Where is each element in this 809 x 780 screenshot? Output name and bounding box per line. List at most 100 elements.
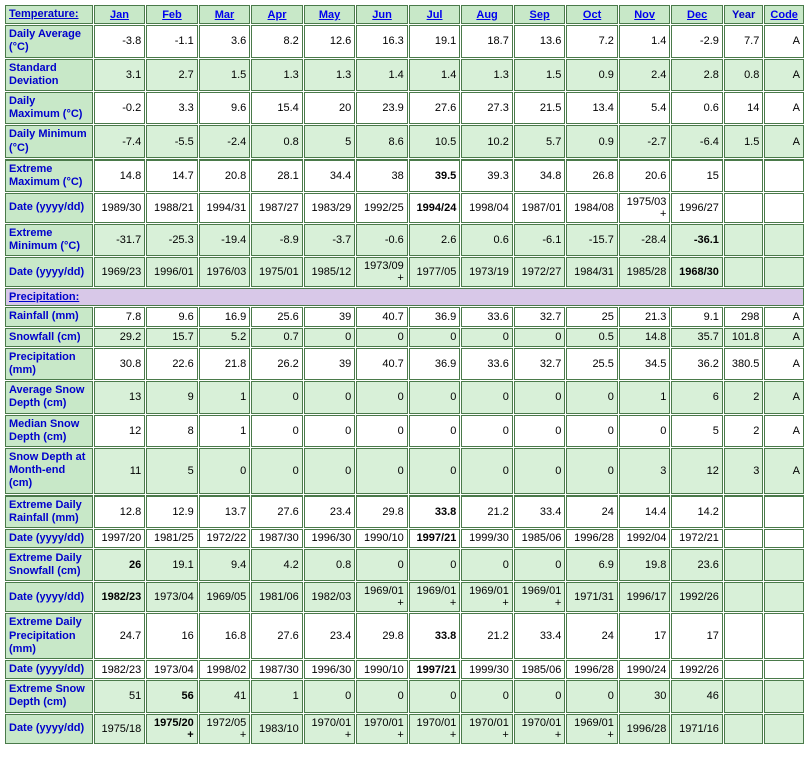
data-cell: 1969/01+ <box>566 714 618 744</box>
data-cell: 1.4 <box>356 59 408 91</box>
data-cell: 1997/20 <box>94 529 146 548</box>
data-cell: 2.8 <box>671 59 723 91</box>
data-cell: 26.8 <box>566 159 618 192</box>
data-cell: 1973/09+ <box>356 257 408 287</box>
header-month[interactable]: Dec <box>671 5 723 24</box>
data-cell: 1999/30 <box>461 660 513 679</box>
header-month[interactable]: Feb <box>146 5 198 24</box>
header-month[interactable]: Nov <box>619 5 671 24</box>
data-cell: 46 <box>671 680 723 712</box>
header-code[interactable]: Code <box>764 5 804 24</box>
data-cell: 1.3 <box>251 59 303 91</box>
header-month[interactable]: May <box>304 5 356 24</box>
header-month[interactable]: Aug <box>461 5 513 24</box>
data-cell: 34.8 <box>514 159 566 192</box>
data-cell: 20.8 <box>199 159 251 192</box>
header-month[interactable]: Mar <box>199 5 251 24</box>
row-label: Extreme Daily Precipitation (mm) <box>5 613 93 659</box>
code-cell: A <box>764 381 804 413</box>
data-cell: 36.9 <box>409 307 461 326</box>
data-cell: 0 <box>304 415 356 447</box>
data-cell: 30 <box>619 680 671 712</box>
data-cell: 33.4 <box>514 495 566 528</box>
data-cell: 27.6 <box>251 495 303 528</box>
data-cell: 12 <box>671 448 723 494</box>
data-cell: 9.6 <box>199 92 251 124</box>
data-cell: 6 <box>671 381 723 413</box>
data-cell: 38 <box>356 159 408 192</box>
row-label: Average Snow Depth (cm) <box>5 381 93 413</box>
data-cell: 0 <box>461 680 513 712</box>
data-cell: 0 <box>356 415 408 447</box>
data-cell: 1996/30 <box>304 529 356 548</box>
data-cell: 23.6 <box>671 549 723 581</box>
code-cell: A <box>764 92 804 124</box>
row-label: Precipitation (mm) <box>5 348 93 380</box>
year-cell <box>724 257 763 287</box>
header-month[interactable]: Apr <box>251 5 303 24</box>
year-cell: 101.8 <box>724 328 763 347</box>
data-cell: 1 <box>199 415 251 447</box>
data-cell: 39.3 <box>461 159 513 192</box>
data-cell: 1983/29 <box>304 193 356 223</box>
data-cell: 1987/30 <box>251 529 303 548</box>
data-cell: -2.4 <box>199 125 251 157</box>
data-cell: 0 <box>566 381 618 413</box>
data-cell: 17 <box>671 613 723 659</box>
data-cell: 1987/27 <box>251 193 303 223</box>
data-cell: 9.1 <box>671 307 723 326</box>
data-cell: 1.4 <box>619 25 671 57</box>
section-header: Precipitation: <box>5 288 804 306</box>
code-cell <box>764 660 804 679</box>
code-cell: A <box>764 415 804 447</box>
data-cell: 51 <box>94 680 146 712</box>
data-cell: 1969/01+ <box>356 582 408 612</box>
data-cell: 1970/01+ <box>409 714 461 744</box>
data-cell: 13.4 <box>566 92 618 124</box>
temperature-link[interactable]: Temperature: <box>9 8 78 20</box>
data-cell: 1972/22 <box>199 529 251 548</box>
data-cell: 16.8 <box>199 613 251 659</box>
year-cell: 1.5 <box>724 125 763 157</box>
data-cell: 29.8 <box>356 613 408 659</box>
data-cell: 14.8 <box>619 328 671 347</box>
header-month[interactable]: Jul <box>409 5 461 24</box>
data-cell: 1971/16 <box>671 714 723 744</box>
data-cell: 0 <box>356 328 408 347</box>
data-cell: 0.9 <box>566 59 618 91</box>
year-cell <box>724 714 763 744</box>
data-cell: 9 <box>146 381 198 413</box>
year-cell: 7.7 <box>724 25 763 57</box>
data-cell: 15 <box>671 159 723 192</box>
code-cell: A <box>764 25 804 57</box>
header-month[interactable]: Sep <box>514 5 566 24</box>
data-cell: 1982/23 <box>94 582 146 612</box>
data-cell: 0 <box>514 549 566 581</box>
data-cell: 26.2 <box>251 348 303 380</box>
data-cell: 29.2 <box>94 328 146 347</box>
data-cell: 1977/05 <box>409 257 461 287</box>
data-cell: 24 <box>566 613 618 659</box>
data-cell: 0 <box>461 415 513 447</box>
data-cell: 1970/01+ <box>461 714 513 744</box>
data-cell: 21.2 <box>461 613 513 659</box>
code-cell: A <box>764 307 804 326</box>
data-cell: 16.9 <box>199 307 251 326</box>
data-cell: 1976/03 <box>199 257 251 287</box>
header-month[interactable]: Jun <box>356 5 408 24</box>
header-month[interactable]: Jan <box>94 5 146 24</box>
data-cell: 34.4 <box>304 159 356 192</box>
data-cell: 20 <box>304 92 356 124</box>
data-cell: -31.7 <box>94 224 146 256</box>
year-cell <box>724 193 763 223</box>
data-cell: 2.7 <box>146 59 198 91</box>
data-cell: 1982/03 <box>304 582 356 612</box>
data-cell: 2.6 <box>409 224 461 256</box>
row-label: Daily Minimum (°C) <box>5 125 93 157</box>
code-cell: A <box>764 125 804 157</box>
data-cell: 33.4 <box>514 613 566 659</box>
data-cell: 1972/27 <box>514 257 566 287</box>
header-month[interactable]: Oct <box>566 5 618 24</box>
data-cell: 1985/06 <box>514 660 566 679</box>
data-cell: 1971/31 <box>566 582 618 612</box>
